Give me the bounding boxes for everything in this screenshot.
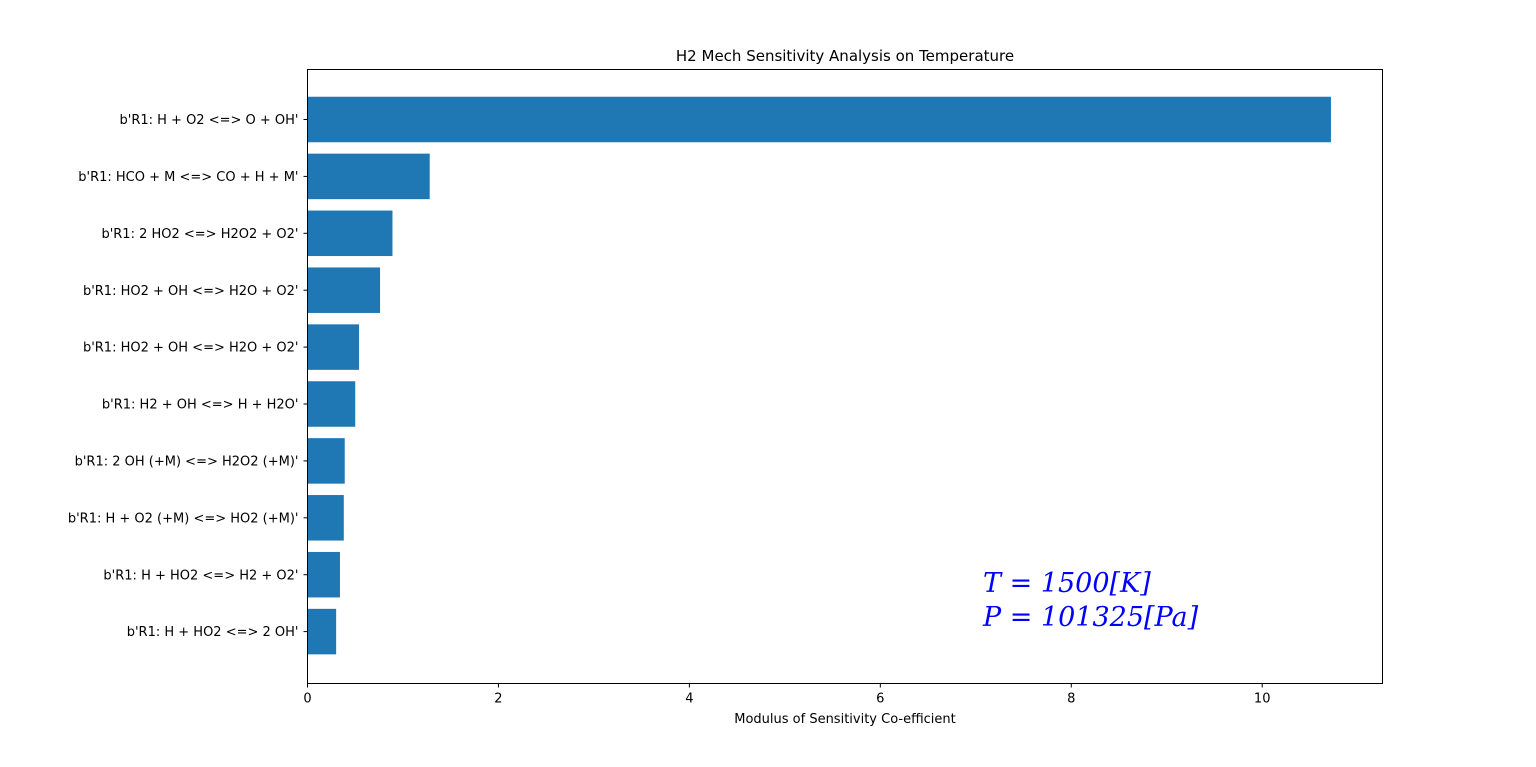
- x-tick-label: 4: [685, 692, 693, 707]
- y-tick-label: b'R1: H + HO2 <=> H2 + O2': [103, 568, 298, 583]
- x-tick-label: 0: [303, 692, 311, 707]
- x-axis-title: Modulus of Sensitivity Co-efficient: [734, 712, 956, 727]
- y-tick-label: b'R1: 2 HO2 <=> H2O2 + O2': [101, 227, 298, 242]
- x-tick-label: 10: [1254, 692, 1271, 707]
- bar: [307, 438, 345, 484]
- bar: [307, 267, 381, 313]
- y-axis-ticks: b'R1: H + O2 <=> O + OH' b'R1: HCO + M <=…: [68, 113, 308, 640]
- bar: [307, 210, 393, 257]
- y-tick-label: b'R1: H2 + OH <=> H + H2O': [102, 398, 299, 413]
- x-tick-label: 2: [494, 692, 502, 707]
- pressure-annotation: P = 101325[Pa]: [982, 602, 1199, 633]
- y-tick-label: b'R1: H + HO2 <=> 2 OH': [127, 625, 299, 640]
- bars-layer: [307, 96, 1331, 655]
- bar: [307, 551, 340, 598]
- y-tick-label: b'R1: HCO + M <=> CO + H + M': [78, 170, 298, 185]
- x-axis-ticks: 0 2 4 6 8 10: [303, 683, 1271, 707]
- bar: [307, 495, 344, 541]
- y-tick-label: b'R1: H + O2 (+M) <=> HO2 (+M)': [68, 511, 299, 526]
- y-tick-label: b'R1: 2 OH (+M) <=> H2O2 (+M)': [75, 454, 299, 469]
- x-tick-label: 6: [876, 692, 884, 707]
- chart-title: H2 Mech Sensitivity Analysis on Temperat…: [676, 47, 1014, 65]
- x-tick-label: 8: [1067, 692, 1075, 707]
- y-tick-label: b'R1: HO2 + OH <=> H2O + O2': [83, 284, 299, 299]
- bar: [307, 96, 1331, 143]
- temperature-annotation: T = 1500[K]: [983, 568, 1151, 599]
- y-tick-label: b'R1: H + O2 <=> O + OH': [120, 113, 299, 128]
- y-tick-label: b'R1: HO2 + OH <=> H2O + O2': [83, 341, 299, 356]
- plot-frame: [307, 69, 1383, 684]
- bar: [307, 381, 356, 427]
- bar: [307, 608, 337, 655]
- bar: [307, 153, 430, 200]
- bar: [307, 324, 360, 370]
- annotation-layer: T = 1500[K]P = 101325[Pa]: [982, 568, 1199, 633]
